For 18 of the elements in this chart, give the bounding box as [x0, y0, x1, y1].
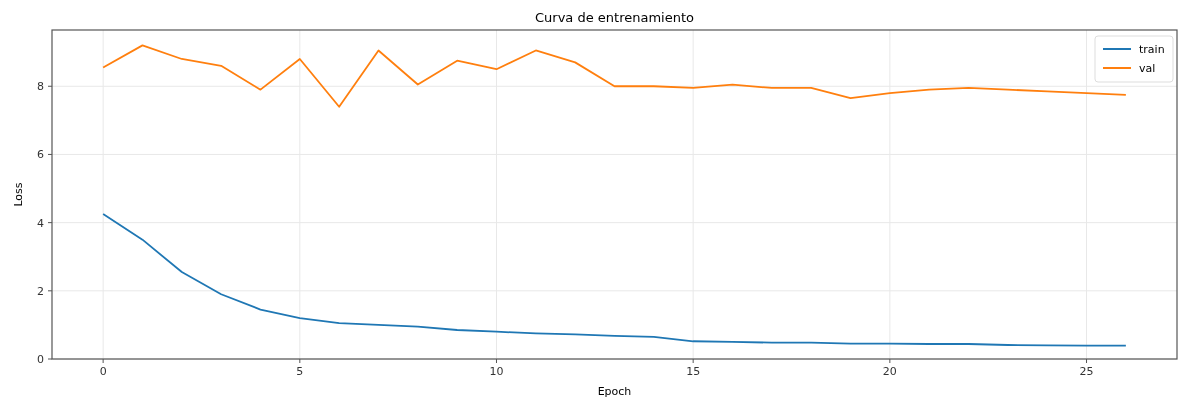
chart-title: Curva de entrenamiento — [535, 10, 695, 25]
x-tick-label: 5 — [296, 365, 304, 378]
y-tick-label: 6 — [37, 148, 44, 162]
x-tick-label: 0 — [99, 365, 107, 378]
x-tick-label: 15 — [686, 365, 701, 378]
legend-label: train — [1139, 43, 1165, 56]
y-tick-label: 0 — [37, 353, 44, 366]
y-tick-label: 4 — [37, 216, 44, 230]
x-tick-label: 25 — [1079, 365, 1094, 378]
line-series — [102, 213, 1127, 347]
x-tick-label: 10 — [489, 365, 504, 378]
x-axis-title: Epoch — [597, 385, 632, 398]
x-tick-label: 20 — [882, 365, 897, 378]
line-series — [102, 44, 1127, 108]
y-tick-label: 8 — [37, 80, 44, 94]
legend-label: val — [1139, 62, 1156, 75]
y-tick-label: 2 — [37, 284, 44, 298]
y-axis-title: Loss — [12, 182, 25, 207]
